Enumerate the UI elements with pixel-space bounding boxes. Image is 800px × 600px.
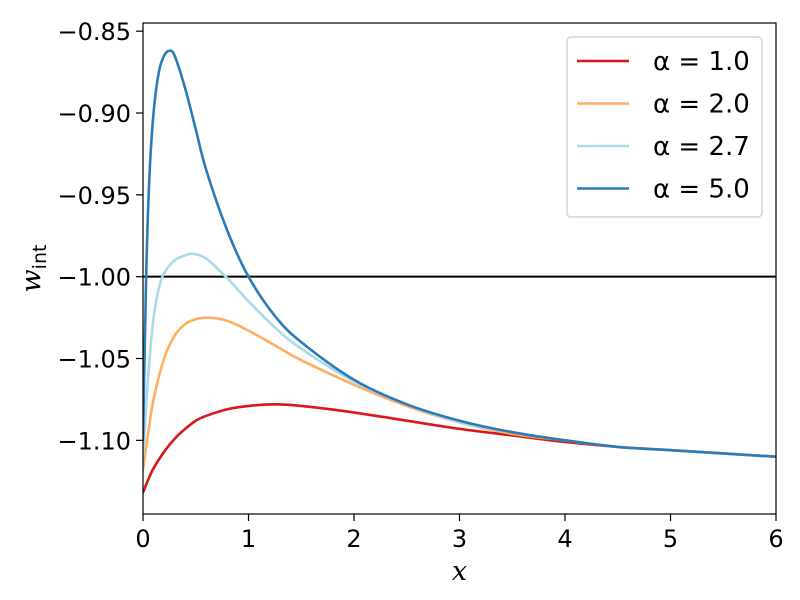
legend-label: α = 1.0 — [653, 47, 750, 77]
y-axis-label-subscript: int — [29, 245, 51, 270]
x-tick-label: 1 — [241, 525, 256, 553]
series-line-1 — [143, 403, 776, 495]
x-tick-label: 4 — [557, 525, 572, 553]
series-line-2 — [143, 316, 776, 472]
series-line-3 — [143, 252, 776, 459]
y-tick-label: −1.05 — [57, 346, 131, 374]
series-line-4 — [143, 49, 776, 459]
legend-label: α = 5.0 — [653, 175, 750, 205]
y-tick-label: −1.00 — [57, 264, 131, 292]
x-tick-label: 3 — [452, 525, 467, 553]
y-tick-label: −0.95 — [57, 182, 131, 210]
x-axis-label: x — [452, 556, 467, 587]
axes: 0 1 2 3 4 5 6 −0.85 −0.90 −0.95 −1.00 −1.05 −1.10 x wi… — [16, 18, 784, 587]
x-tick-label: 0 — [135, 525, 150, 553]
legend-box — [566, 36, 763, 218]
y-tick-label: −0.85 — [57, 18, 131, 46]
plot-area — [143, 49, 776, 495]
legend-label: α = 2.0 — [653, 90, 750, 120]
legend-label: α = 2.7 — [653, 132, 750, 162]
y-tick-label: −1.10 — [57, 427, 131, 455]
y-axis-label-main: w — [16, 269, 47, 292]
legend: α = 1.0 α = 2.0 α = 2.7 α = 5.0 — [566, 36, 763, 218]
y-axis-label: wint — [16, 245, 51, 293]
y-tick-label: −0.90 — [57, 100, 131, 128]
x-tick-label: 2 — [346, 525, 361, 553]
x-tick-label: 5 — [663, 525, 678, 553]
x-tick-label: 6 — [768, 525, 783, 553]
